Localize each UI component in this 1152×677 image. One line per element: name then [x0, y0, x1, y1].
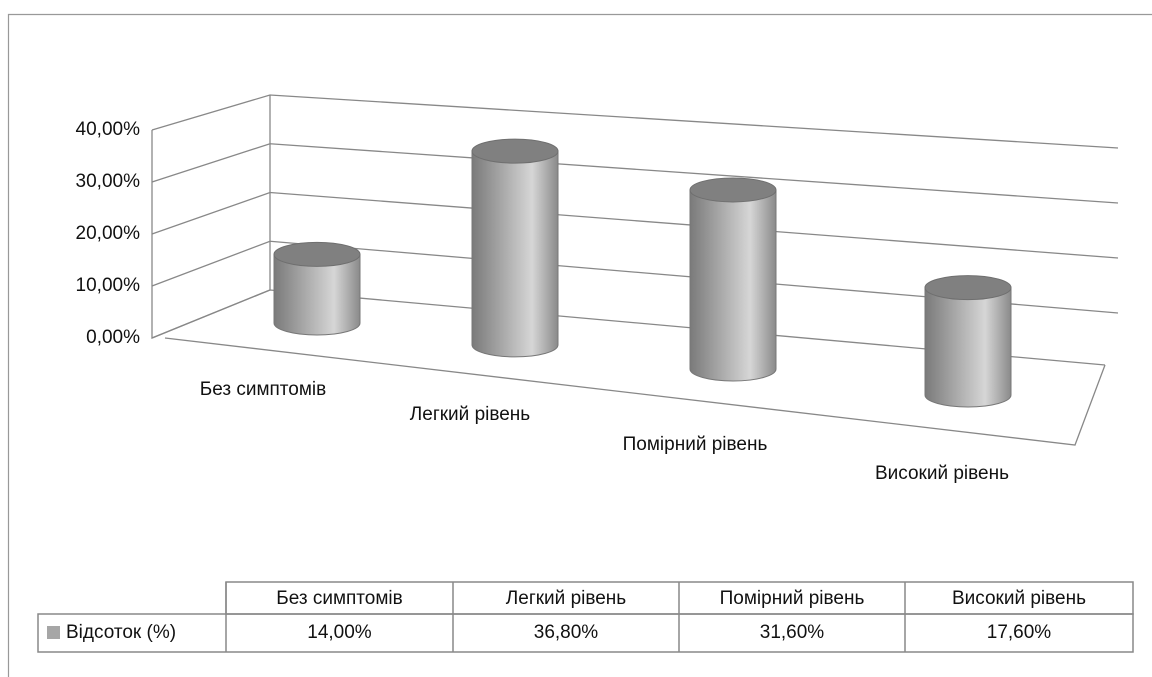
table-header: Без симптомів: [276, 588, 403, 609]
cylinder-top: [924, 275, 1012, 301]
cylinder-top: [689, 177, 777, 203]
cylinder-top: [471, 138, 559, 164]
grid-line: [151, 94, 1119, 149]
table-value: 17,60%: [987, 622, 1052, 643]
grid-line: [151, 143, 1119, 204]
cylinder: [924, 275, 1012, 408]
x-tick-label: Без симптомів: [200, 379, 327, 400]
cylinder: [273, 241, 361, 336]
x-tick-label: Помірний рівень: [623, 434, 768, 455]
grid-line: [151, 240, 1119, 314]
y-tick-label: 40,00%: [76, 119, 141, 140]
table-value: 14,00%: [307, 622, 372, 643]
floor: [164, 337, 1106, 446]
grid-line: [151, 191, 1119, 259]
cylinder-body: [471, 150, 559, 358]
cylinder: [689, 177, 777, 382]
y-tick-label: 10,00%: [76, 275, 141, 296]
cylinder-body: [689, 189, 777, 382]
cylinder-body: [924, 287, 1012, 408]
cylinder-body: [273, 253, 361, 336]
cylinder: [471, 138, 559, 358]
table-row: [37, 613, 1134, 653]
x-tick-label: Легкий рівень: [410, 404, 531, 425]
grid-line: [151, 289, 1106, 366]
table-header: Легкий рівень: [506, 588, 627, 609]
y-tick-label: 20,00%: [76, 223, 141, 244]
y-tick-label: 0,00%: [86, 327, 140, 348]
table-header: Високий рівень: [952, 588, 1086, 609]
y-tick-label: 30,00%: [76, 171, 141, 192]
cylinder-top: [273, 241, 361, 267]
x-tick-label: Високий рівень: [875, 463, 1009, 484]
chart-frame: [7, 13, 1152, 677]
legend-label: Відсоток (%): [66, 622, 176, 643]
side-wall: [151, 95, 271, 339]
table-value: 31,60%: [760, 622, 825, 643]
table-value: 36,80%: [534, 622, 599, 643]
table-header: Помірний рівень: [720, 588, 865, 609]
legend-swatch: [47, 626, 60, 639]
